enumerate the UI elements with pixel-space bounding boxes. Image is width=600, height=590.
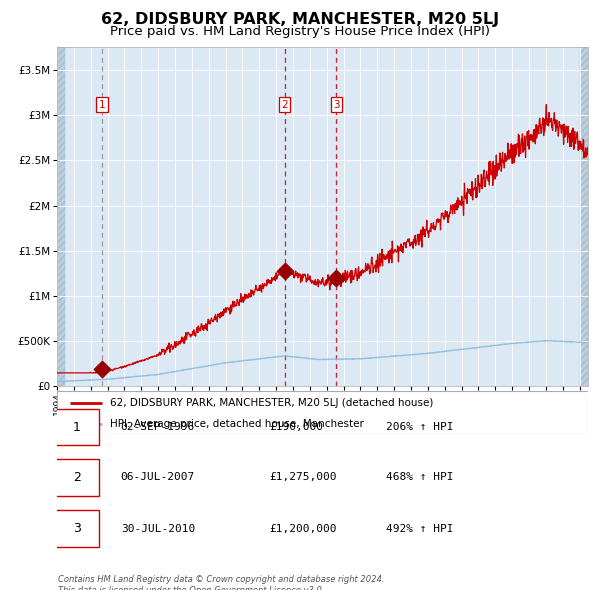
Text: 30-JUL-2010: 30-JUL-2010 [121, 524, 195, 533]
Text: £1,275,000: £1,275,000 [269, 473, 337, 482]
Text: 492% ↑ HPI: 492% ↑ HPI [386, 524, 454, 533]
Point [332, 273, 341, 283]
Text: 06-JUL-2007: 06-JUL-2007 [121, 473, 195, 482]
Text: 468% ↑ HPI: 468% ↑ HPI [386, 473, 454, 482]
Point [280, 267, 289, 276]
Text: 62, DIDSBURY PARK, MANCHESTER, M20 5LJ: 62, DIDSBURY PARK, MANCHESTER, M20 5LJ [101, 12, 499, 27]
Text: Price paid vs. HM Land Registry's House Price Index (HPI): Price paid vs. HM Land Registry's House … [110, 25, 490, 38]
Text: 1: 1 [98, 100, 106, 110]
FancyBboxPatch shape [55, 510, 100, 547]
Text: 3: 3 [73, 522, 80, 535]
Point [97, 365, 107, 374]
Text: 62, DIDSBURY PARK, MANCHESTER, M20 5LJ (detached house): 62, DIDSBURY PARK, MANCHESTER, M20 5LJ (… [110, 398, 433, 408]
Text: £190,000: £190,000 [269, 422, 323, 432]
FancyBboxPatch shape [57, 391, 588, 434]
Text: 1: 1 [73, 421, 80, 434]
Text: 3: 3 [333, 100, 340, 110]
Bar [57, 47, 65, 386]
FancyBboxPatch shape [55, 459, 100, 496]
Text: 2: 2 [73, 471, 80, 484]
Text: 206% ↑ HPI: 206% ↑ HPI [386, 422, 454, 432]
Text: 02-SEP-1996: 02-SEP-1996 [121, 422, 195, 432]
Text: £1,200,000: £1,200,000 [269, 524, 337, 533]
Text: 2: 2 [281, 100, 288, 110]
Bar [580, 47, 588, 386]
Text: Contains HM Land Registry data © Crown copyright and database right 2024.
This d: Contains HM Land Registry data © Crown c… [58, 575, 385, 590]
FancyBboxPatch shape [55, 409, 100, 445]
Text: HPI: Average price, detached house, Manchester: HPI: Average price, detached house, Manc… [110, 419, 364, 429]
